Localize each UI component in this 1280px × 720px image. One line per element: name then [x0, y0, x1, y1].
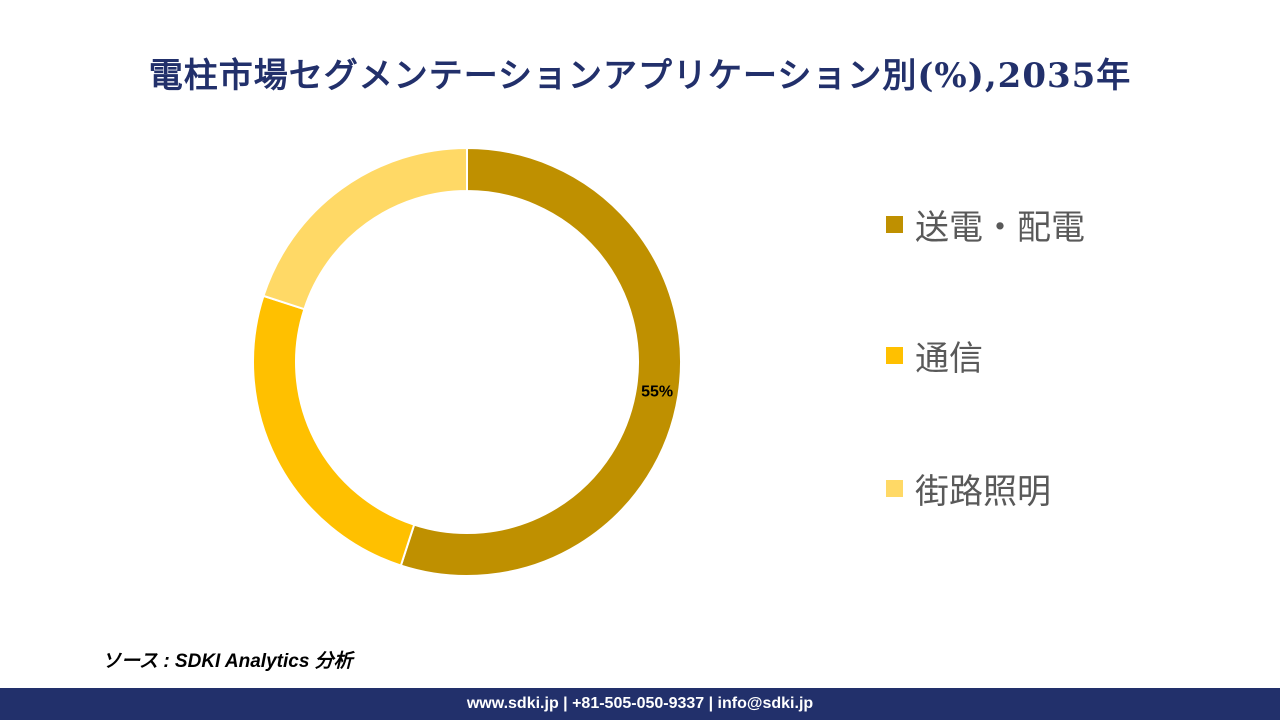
donut-slice-transmission-distribution	[399, 146, 682, 577]
legend-item-telecommunication: 通信	[886, 331, 983, 380]
legend-label: 送電・配電	[915, 208, 1085, 248]
donut-slice-telecommunication	[252, 294, 416, 567]
source-note: ソース : SDKI Analytics 分析	[102, 651, 353, 672]
legend-label: 街路照明	[915, 472, 1051, 512]
chart-title: 電柱市場セグメンテーションアプリケーション別(%),2035年	[148, 56, 1132, 96]
legend-item-transmission-distribution: 送電・配電	[886, 200, 1085, 249]
footer-contact-bar: www.sdki.jp | +81-505-050-9337 | info@sd…	[0, 688, 1280, 720]
legend-label: 通信	[915, 339, 983, 379]
donut-slice-street-lighting	[262, 146, 468, 311]
legend-swatch	[886, 216, 903, 233]
legend-item-street-lighting: 街路照明	[886, 464, 1051, 513]
data-label-transmission-distribution: 55%	[641, 383, 673, 400]
legend-swatch	[886, 480, 903, 497]
legend-swatch	[886, 347, 903, 364]
